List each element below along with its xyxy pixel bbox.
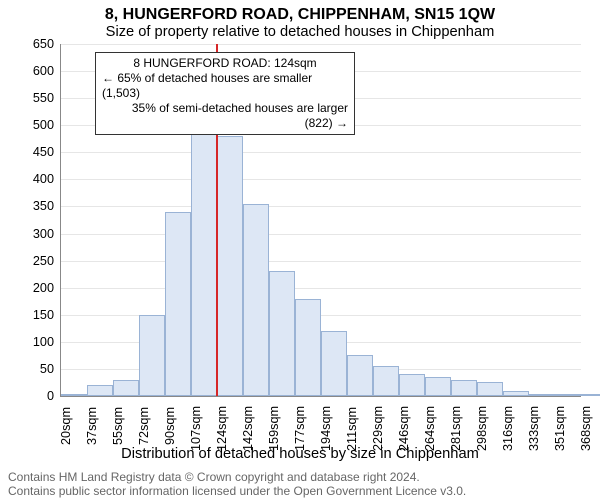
y-tick-label: 250 <box>24 254 54 268</box>
histogram-bar <box>373 366 399 396</box>
histogram-bar <box>139 315 165 396</box>
x-tick-label: 107sqm <box>189 407 203 451</box>
x-tick-label: 298sqm <box>475 407 489 451</box>
y-tick-label: 600 <box>24 64 54 78</box>
y-gridline <box>61 152 581 153</box>
x-tick-label: 368sqm <box>579 407 593 451</box>
histogram-bar <box>581 394 600 396</box>
x-tick-label: 246sqm <box>397 407 411 451</box>
y-gridline <box>61 261 581 262</box>
y-gridline <box>61 179 581 180</box>
histogram-bar <box>399 374 425 396</box>
histogram-bar <box>165 212 191 396</box>
histogram-bar <box>555 394 581 396</box>
histogram-bar <box>321 331 347 396</box>
y-tick-label: 150 <box>24 308 54 322</box>
x-tick-label: 229sqm <box>371 407 385 451</box>
histogram-bar <box>529 394 555 396</box>
x-tick-label: 142sqm <box>241 407 255 451</box>
annotation-line: 8 HUNGERFORD ROAD: 124sqm <box>102 56 348 71</box>
y-tick-label: 300 <box>24 227 54 241</box>
x-tick-label: 177sqm <box>293 407 307 451</box>
y-gridline <box>61 288 581 289</box>
y-tick-label: 450 <box>24 145 54 159</box>
x-tick-label: 316sqm <box>501 407 515 451</box>
y-tick-label: 500 <box>24 118 54 132</box>
y-tick-label: 200 <box>24 281 54 295</box>
histogram-bar <box>295 299 321 396</box>
x-tick-label: 351sqm <box>553 407 567 451</box>
x-tick-label: 124sqm <box>215 407 229 451</box>
plot-area: 8 HUNGERFORD ROAD: 124sqm← 65% of detach… <box>60 44 581 397</box>
x-tick-label: 37sqm <box>85 407 99 451</box>
y-tick-label: 400 <box>24 172 54 186</box>
footer-line-2: Contains public sector information licen… <box>8 484 466 498</box>
y-tick-label: 550 <box>24 91 54 105</box>
annotation-line: ← 65% of detached houses are smaller (1,… <box>102 71 348 101</box>
histogram-bar <box>113 380 139 396</box>
x-tick-label: 159sqm <box>267 407 281 451</box>
y-tick-label: 50 <box>24 362 54 376</box>
x-tick-label: 264sqm <box>423 407 437 451</box>
y-tick-label: 0 <box>24 389 54 403</box>
y-gridline <box>61 206 581 207</box>
footer-line-1: Contains HM Land Registry data © Crown c… <box>8 470 420 484</box>
y-tick-label: 650 <box>24 37 54 51</box>
x-tick-label: 194sqm <box>319 407 333 451</box>
y-gridline <box>61 44 581 45</box>
x-tick-label: 20sqm <box>59 407 73 451</box>
x-tick-label: 333sqm <box>527 407 541 451</box>
histogram-bar <box>477 382 503 396</box>
x-tick-label: 211sqm <box>345 407 359 451</box>
histogram-bar <box>503 391 529 396</box>
annotation-line: 35% of semi-detached houses are larger (… <box>102 101 348 131</box>
x-tick-label: 90sqm <box>163 407 177 451</box>
histogram-bar <box>269 271 295 396</box>
y-tick-label: 100 <box>24 335 54 349</box>
x-tick-label: 72sqm <box>137 407 151 451</box>
y-tick-label: 350 <box>24 199 54 213</box>
y-gridline <box>61 234 581 235</box>
histogram-bar <box>191 114 217 396</box>
chart-container: 8, HUNGERFORD ROAD, CHIPPENHAM, SN15 1QW… <box>0 0 600 500</box>
histogram-bar <box>61 394 87 396</box>
x-tick-label: 281sqm <box>449 407 463 451</box>
histogram-bar <box>217 136 243 396</box>
histogram-bar <box>425 377 451 396</box>
histogram-bar <box>347 355 373 396</box>
histogram-bar <box>87 385 113 396</box>
chart-supertitle: 8, HUNGERFORD ROAD, CHIPPENHAM, SN15 1QW <box>0 6 600 24</box>
chart-title: Size of property relative to detached ho… <box>0 24 600 40</box>
histogram-bar <box>243 204 269 396</box>
histogram-bar <box>451 380 477 396</box>
annotation-box: 8 HUNGERFORD ROAD: 124sqm← 65% of detach… <box>95 52 355 135</box>
x-tick-label: 55sqm <box>111 407 125 451</box>
